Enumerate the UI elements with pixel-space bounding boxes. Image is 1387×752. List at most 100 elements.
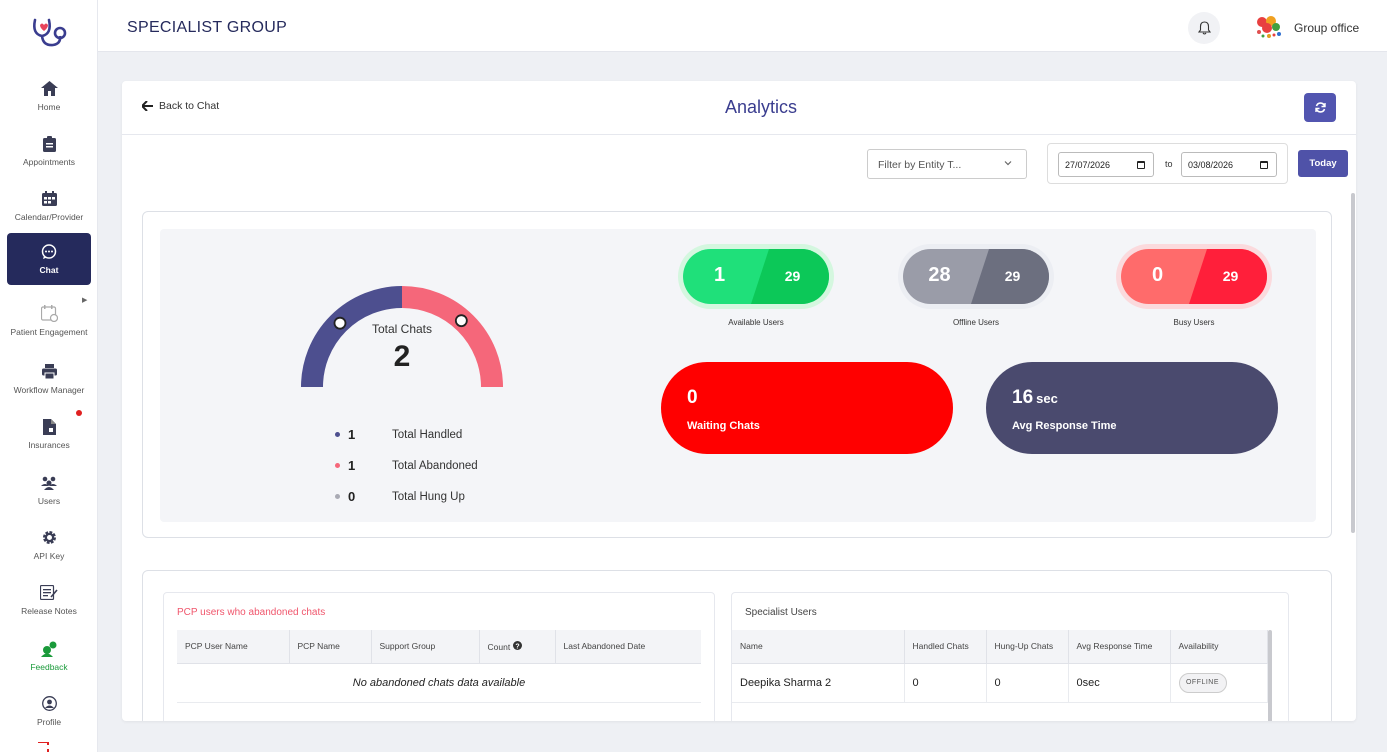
sidebar-item-home[interactable]: Home: [7, 70, 91, 122]
notes-icon: [40, 584, 58, 602]
tables-card: PCP users who abandoned chats PCP User N…: [142, 570, 1332, 721]
legend-text: Total Abandoned: [392, 459, 478, 472]
help-icon[interactable]: ?: [512, 640, 522, 650]
legend-number: 0: [348, 489, 356, 504]
sidebar-item-label: Profile: [36, 716, 62, 727]
available-count: 1: [713, 264, 726, 286]
avg-response-card[interactable]: 16 sec Avg Response Time: [986, 362, 1278, 454]
waiting-chats-card[interactable]: 0 Waiting Chats: [661, 362, 953, 454]
filter-placeholder: Filter by Entity T...: [878, 159, 962, 171]
today-button[interactable]: Today: [1298, 150, 1348, 177]
sidebar-item-insurances[interactable]: Insurances: [7, 408, 91, 460]
offline-count: 28: [928, 264, 951, 286]
calendar-icon[interactable]: [1260, 161, 1268, 169]
available-users-label: Available Users: [728, 318, 784, 327]
sidebar-item-appointments[interactable]: Appointments: [7, 125, 91, 177]
sidebar-item-workflow-manager[interactable]: Workflow Manager: [7, 353, 91, 405]
column-header: Availability: [1170, 630, 1268, 664]
sidebar-item-label: Calendar/Provider: [14, 211, 84, 222]
logout-icon[interactable]: [38, 742, 52, 752]
legend-handled: 1 Total Handled: [335, 427, 462, 442]
column-header: Last Abandoned Date: [555, 630, 701, 664]
waiting-chats-label: Waiting Chats: [687, 420, 760, 432]
sidebar-item-label: API Key: [33, 550, 65, 561]
engagement-icon: [40, 305, 58, 323]
document-icon: [40, 418, 58, 436]
table-row: No abandoned chats data available: [177, 663, 701, 703]
org-name[interactable]: Group office: [1294, 21, 1360, 35]
specialist-users-table-card: Specialist Users Name Handled Chats Hung…: [731, 592, 1289, 721]
avg-response-time: 0sec: [1068, 663, 1171, 703]
sidebar-item-users[interactable]: Users: [7, 464, 91, 516]
sidebar-item-chat[interactable]: Chat: [7, 233, 91, 285]
org-logo-icon[interactable]: [1254, 15, 1284, 39]
home-icon: [40, 80, 58, 98]
date-to-value: 03/08/2026: [1188, 160, 1234, 170]
column-header: Support Group: [371, 630, 480, 664]
table-scrollbar[interactable]: [1268, 630, 1272, 721]
column-header: Avg Response Time: [1068, 630, 1171, 664]
printer-icon: [40, 363, 58, 381]
date-from-value: 27/07/2026: [1065, 160, 1111, 170]
avg-response-value: 16 sec: [1012, 387, 1058, 409]
legend-text: Total Handled: [392, 428, 463, 441]
users-icon: [40, 474, 58, 492]
stats-card: Total Chats 2 1 Total Handled 1 Total Ab…: [142, 211, 1332, 538]
refresh-button[interactable]: [1304, 93, 1336, 122]
legend-dot: [335, 494, 340, 499]
pill-bg: [1121, 249, 1267, 304]
date-from-input[interactable]: 27/07/2026: [1058, 152, 1154, 177]
specialist-table-title: Specialist Users: [745, 607, 817, 618]
arrow-left-icon: [142, 101, 153, 111]
legend-abandoned: 1 Total Abandoned: [335, 458, 478, 473]
specialist-name: Deepika Sharma 2: [732, 663, 905, 703]
busy-count: 0: [1151, 264, 1164, 286]
sidebar-item-calendar[interactable]: Calendar/Provider: [7, 180, 91, 232]
sidebar-item-label: Workflow Manager: [13, 384, 85, 395]
legend-dot: [335, 432, 340, 437]
gauge-segment-abandoned-marker: [454, 314, 468, 328]
back-to-chat-link[interactable]: Back to Chat: [142, 100, 219, 112]
busy-users-pill[interactable]: 0 29: [1121, 249, 1267, 304]
page-scrollbar[interactable]: [1351, 193, 1355, 533]
available-users-pill[interactable]: 1 29: [683, 249, 829, 304]
status-badge: OFFLINE: [1178, 672, 1227, 693]
stats-inner: Total Chats 2 1 Total Handled 1 Total Ab…: [160, 229, 1316, 522]
sidebar-item-feedback[interactable]: Feedback: [7, 630, 91, 682]
calendar-icon[interactable]: [1137, 161, 1145, 169]
avg-response-unit: sec: [1036, 391, 1058, 406]
column-header: PCP Name: [289, 630, 372, 664]
sidebar-item-release-notes[interactable]: Release Notes: [7, 574, 91, 626]
submenu-arrow-icon[interactable]: ▶: [82, 297, 88, 304]
notifications-button[interactable]: [1188, 12, 1220, 44]
sidebar-item-label: Appointments: [23, 156, 75, 167]
date-to-input[interactable]: 03/08/2026: [1181, 152, 1277, 177]
offline-users-pill[interactable]: 28 29: [903, 249, 1049, 304]
availability-cell: OFFLINE: [1170, 663, 1268, 703]
table-header-row: Name Handled Chats Hung-Up Chats Avg Res…: [732, 630, 1268, 664]
sidebar-item-label: Feedback: [30, 661, 68, 672]
sidebar-item-label: Home: [37, 101, 61, 112]
sidebar-item-patient-engagement[interactable]: Patient Engagement: [7, 292, 91, 350]
specialist-users-table: Name Handled Chats Hung-Up Chats Avg Res…: [732, 630, 1268, 703]
stethoscope-logo-icon[interactable]: [29, 14, 69, 50]
sidebar-item-profile[interactable]: Profile: [7, 685, 91, 737]
svg-text:?: ?: [515, 643, 519, 650]
legend-text: Total Hung Up: [392, 490, 465, 503]
total-chats-gauge: [301, 286, 503, 388]
column-header: PCP User Name: [177, 630, 290, 664]
back-label: Back to Chat: [159, 100, 220, 112]
pcp-abandoned-table-card: PCP users who abandoned chats PCP User N…: [163, 592, 715, 721]
busy-users-label: Busy Users: [1173, 318, 1215, 327]
table-row[interactable]: Deepika Sharma 2 0 0 0sec OFFLINE: [732, 663, 1268, 703]
busy-total: 29: [1222, 268, 1239, 284]
notification-dot: [76, 410, 82, 416]
sidebar-item-api-key[interactable]: API Key: [7, 519, 91, 571]
waiting-chats-value: 0: [687, 387, 698, 408]
table-header-row: PCP User Name PCP Name Support Group Cou…: [177, 630, 701, 664]
legend-number: 1: [348, 427, 356, 442]
brand-title: SPECIALIST GROUP: [127, 19, 288, 36]
entity-type-filter[interactable]: Filter by Entity T...: [867, 149, 1027, 179]
clipboard-icon: [40, 135, 58, 153]
pcp-table-title: PCP users who abandoned chats: [177, 607, 326, 618]
